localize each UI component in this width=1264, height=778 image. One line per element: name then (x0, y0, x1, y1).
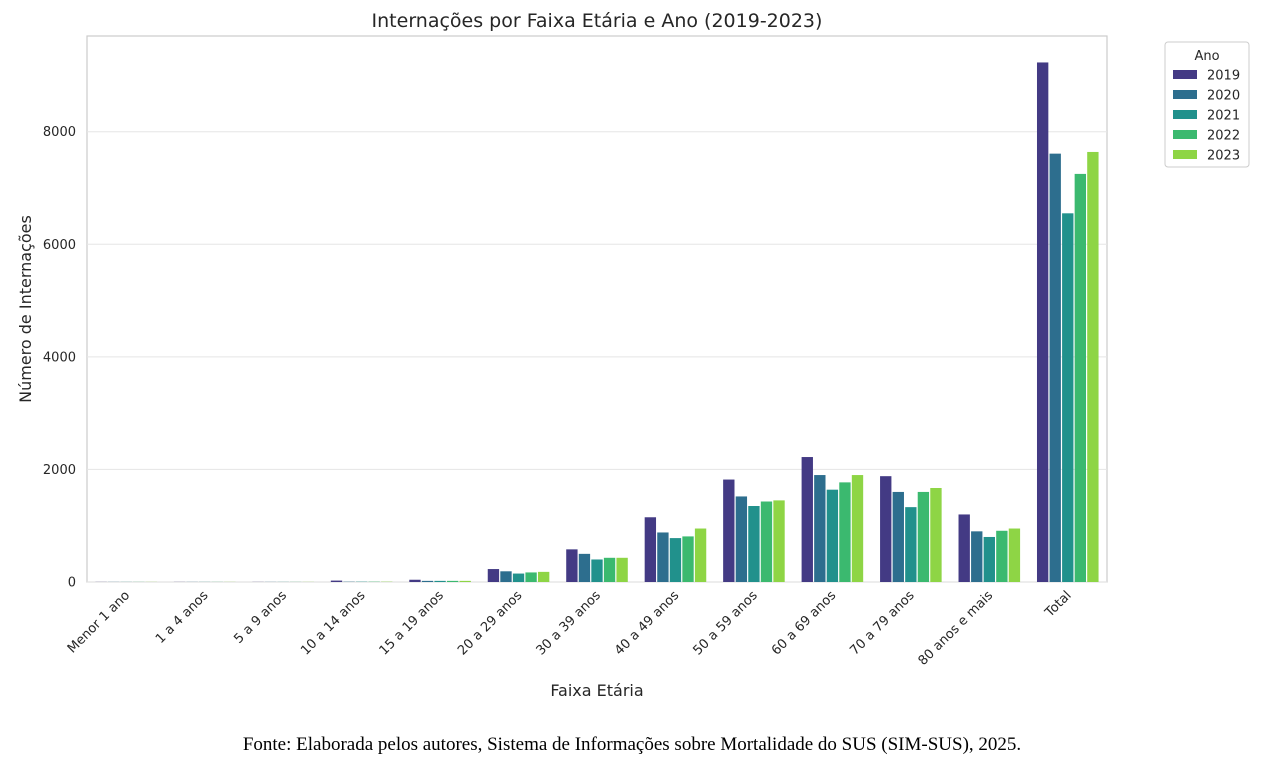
bar-2023 (773, 500, 785, 582)
legend-swatch-2021 (1173, 110, 1197, 119)
chart-title: Internações por Faixa Etária e Ano (2019… (372, 10, 823, 32)
x-tick-label: 80 anos e mais (916, 588, 997, 669)
bar-2020 (814, 475, 826, 582)
bar-2022 (446, 580, 459, 582)
bar-2021 (748, 506, 760, 582)
bar-2020 (971, 531, 983, 582)
plot-area (86, 35, 1108, 583)
x-tick-label: 50 a 59 anos (690, 588, 760, 658)
bar-2021 (512, 573, 525, 582)
bar-2019 (1036, 62, 1049, 582)
bar-2022 (996, 530, 1008, 582)
bar-2020 (578, 553, 591, 582)
legend-swatch-2023 (1173, 150, 1197, 159)
bar-2022 (682, 536, 694, 582)
bar-2023 (1087, 151, 1099, 582)
y-tick-label: 8000 (43, 125, 76, 140)
y-tick-label: 6000 (43, 238, 76, 253)
bar-2021 (434, 580, 446, 582)
bar-2023 (1008, 528, 1021, 582)
y-tick-labels: 0 2000 4000 6000 8000 (43, 125, 76, 590)
x-tick-labels: Menor 1 ano 1 a 4 anos 5 a 9 anos 10 a 14 a… (65, 588, 1075, 669)
bar-2023 (851, 475, 864, 582)
bar-2020 (500, 571, 512, 582)
bar-2021 (826, 489, 839, 582)
x-tick-label: 30 a 39 anos (534, 588, 604, 658)
bar-2022 (760, 501, 773, 582)
bar-2022 (917, 491, 930, 582)
bar-2022 (525, 572, 537, 582)
x-tick-label: 60 a 69 anos (769, 588, 839, 658)
legend-label: 2022 (1207, 129, 1240, 144)
bar-2020 (1049, 153, 1061, 582)
bar-2023 (616, 557, 628, 582)
legend-label: 2021 (1207, 109, 1240, 124)
legend: Ano 2019 2020 2021 2022 2023 (1164, 41, 1250, 168)
x-tick-label: Menor 1 ano (65, 588, 133, 656)
bar-2023 (930, 487, 942, 582)
bar-2020 (421, 580, 434, 582)
bar-2019 (644, 517, 657, 582)
y-axis-label: Número de Internações (16, 215, 35, 403)
bar-2019 (409, 579, 421, 582)
bar-2021 (983, 536, 995, 582)
source-note: Fonte: Elaborada pelos autores, Sistema … (242, 734, 1022, 755)
bar-2021 (1062, 213, 1074, 583)
bar-2020 (735, 496, 748, 582)
y-tick-label: 0 (68, 576, 76, 591)
bar-2019 (880, 476, 892, 582)
bar-2019 (958, 514, 970, 582)
bar-2023 (459, 580, 471, 582)
y-tick-label: 2000 (43, 463, 76, 478)
y-tick-label: 4000 (43, 350, 76, 365)
legend-label: 2019 (1207, 69, 1240, 84)
legend-swatch-2020 (1173, 90, 1197, 99)
bar-2019 (723, 479, 735, 582)
legend-swatch-2022 (1173, 130, 1197, 139)
bar-2019 (566, 549, 578, 582)
legend-swatch-2019 (1173, 70, 1197, 79)
x-tick-label: 10 a 14 anos (298, 588, 368, 658)
x-tick-label: 70 a 79 anos (847, 588, 917, 658)
x-tick-label: 20 a 29 anos (455, 588, 525, 658)
bar-2020 (892, 491, 904, 582)
bar-2021 (591, 559, 603, 582)
bars-group (95, 62, 1099, 583)
x-tick-label: 1 a 4 anos (153, 588, 212, 647)
bar-2022 (1074, 173, 1086, 582)
bar-2019 (801, 457, 813, 582)
legend-title: Ano (1194, 49, 1219, 64)
bar-2019 (487, 569, 500, 582)
bar-2020 (657, 532, 669, 582)
x-tick-label: 15 a 19 anos (377, 588, 447, 658)
x-tick-label: 5 a 9 anos (231, 588, 290, 647)
bar-2021 (669, 538, 682, 582)
bar-2023 (537, 571, 550, 582)
bar-2022 (839, 482, 851, 582)
legend-label: 2023 (1207, 149, 1240, 164)
x-tick-label: 40 a 49 anos (612, 588, 682, 658)
x-tick-label: Total (1042, 588, 1075, 621)
bar-2022 (603, 557, 616, 582)
bar-2023 (694, 528, 707, 582)
bar-2021 (905, 507, 917, 582)
legend-label: 2020 (1207, 89, 1240, 104)
x-axis-label: Faixa Etária (550, 681, 643, 700)
bar-2019 (330, 580, 343, 582)
